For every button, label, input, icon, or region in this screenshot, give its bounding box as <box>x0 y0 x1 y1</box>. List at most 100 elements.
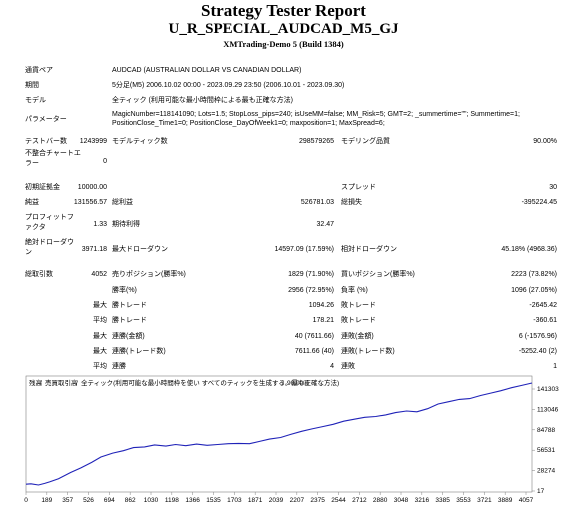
pf-label: プロフィットファクタ <box>25 214 74 231</box>
x-tick-label: 2712 <box>352 497 367 504</box>
avg-consec-wins-label: 連勝 <box>112 363 126 370</box>
long-value: 2223 (73.82%) <box>511 271 557 278</box>
legend-sep-2: / <box>76 380 78 387</box>
x-tick-label: 357 <box>62 497 73 504</box>
report-title: Strategy Tester Report <box>201 1 366 20</box>
x-tick-label: 3721 <box>477 497 492 504</box>
avg-win-value: 178.21 <box>312 317 334 324</box>
avg-consec-wins-value: 4 <box>330 363 334 370</box>
reldd-value: 45.18% (4968.36) <box>501 246 557 253</box>
x-tick-label: 2039 <box>269 497 284 504</box>
avg-label: 平均 <box>93 317 107 324</box>
grossprofit-label: 総利益 <box>112 199 133 206</box>
short-label: 売りポジション(勝率%) <box>112 271 186 278</box>
trades-label: 総取引数 <box>25 271 53 278</box>
consec-wins-money-label: 連勝(金額) <box>112 333 145 340</box>
x-tick-label: 189 <box>41 497 52 504</box>
short-value: 1829 (71.90%) <box>288 271 334 278</box>
quality-label: モデリング品質 <box>341 138 390 145</box>
reldd-label: 相対ドローダウン <box>341 246 397 253</box>
x-axis-ticks: 0 189 357 526 694 862 1030 1198 1366 1535 1703 1871… <box>24 492 534 504</box>
lossrate-value: 1096 (27.05%) <box>511 287 557 294</box>
x-tick-label: 3553 <box>456 497 471 504</box>
trades-value: 4052 <box>91 271 107 278</box>
consec-wins-money-value: 40 (7611.66) <box>294 333 334 340</box>
quality-value: 90.00% <box>533 138 557 145</box>
long-label: 買いポジション(勝率%) <box>341 271 415 278</box>
plot-area <box>25 375 533 493</box>
x-tick-label: 1198 <box>165 497 179 504</box>
absdd-label: 絶対ドローダウン <box>25 239 74 256</box>
deposit-value: 10000.00 <box>77 184 107 191</box>
balance-line <box>25 382 533 486</box>
absdd-value: 3971.18 <box>81 246 107 253</box>
x-tick-label: 3889 <box>498 497 513 504</box>
mismatch-label: 不整合チャートエラー <box>25 150 81 167</box>
avg-consec-losses-label: 連敗 <box>341 363 355 370</box>
consec-losses-money-value: 6 (-1576.96) <box>518 333 557 340</box>
params-label: パラメーター <box>25 116 67 123</box>
x-tick-label: 3048 <box>394 497 409 504</box>
largest-win-label: 勝トレード <box>112 302 147 309</box>
avg-win-label: 勝トレード <box>112 317 147 324</box>
x-tick-label: 0 <box>24 497 28 504</box>
period-value: 5分足(M5) 2006.10.02 00:00 - 2023.09.29 23… <box>112 82 345 89</box>
avg-loss-value: -360.61 <box>533 317 557 324</box>
x-tick-label: 3216 <box>415 497 430 504</box>
pf-value: 1.33 <box>93 221 107 228</box>
y-tick-label: 84788 <box>537 427 555 434</box>
maxdd-label: 最大ドローダウン <box>112 246 168 253</box>
y-axis-ticks: 141303 113046 84788 56531 28274 17 <box>532 386 559 495</box>
deposit-label: 初期証拠金 <box>25 184 60 191</box>
x-tick-label: 4057 <box>519 497 534 504</box>
x-tick-label: 1366 <box>185 497 200 504</box>
legend-balance: 残高 <box>29 378 43 387</box>
avg-label-2: 平均 <box>93 363 107 370</box>
balance-chart: 残高 / 売買取引高 / 全ティック(利用可能な最小時間枠を使い すべてのティッ… <box>24 375 559 504</box>
mismatch-value: 0 <box>103 158 107 165</box>
largest-win-value: 1094.26 <box>308 302 334 309</box>
y-tick-label: 113046 <box>537 406 559 413</box>
consec-wins-trades-value: 7611.66 (40) <box>294 348 334 355</box>
symbol-value: AUDCAD (AUSTRALIAN DOLLAR VS CANADIAN DO… <box>112 67 302 74</box>
y-tick-label: 56531 <box>537 447 555 454</box>
winrate-value: 2956 (72.95%) <box>288 287 334 294</box>
y-tick-label: 17 <box>537 488 545 495</box>
legend-sep-3: / <box>282 380 284 387</box>
spread-label: スプレッド <box>341 184 376 191</box>
max-label-3: 最大 <box>93 348 107 355</box>
symbol-label: 通貨ペア <box>25 67 53 74</box>
ea-name: U_R_SPECIAL_AUDCAD_M5_GJ <box>168 21 399 37</box>
x-tick-label: 2880 <box>373 497 388 504</box>
model-value: 全ティック (利用可能な最小時間枠による最も正確な方法) <box>112 97 293 104</box>
server-name: XMTrading-Demo 5 (Build 1384) <box>223 39 344 49</box>
x-tick-label: 526 <box>83 497 94 504</box>
spread-value: 30 <box>549 184 557 191</box>
lossrate-label: 負率 (%) <box>341 287 368 294</box>
ticks-value: 298579265 <box>298 138 334 145</box>
x-tick-label: 2207 <box>290 497 305 504</box>
x-tick-label: 2544 <box>331 497 346 504</box>
expected-value: 32.47 <box>316 221 334 228</box>
legend-model: 全ティック(利用可能な最小時間枠を使い すべてのティックを生成する。最も正確な方… <box>81 378 339 387</box>
legend-sep-1: / <box>40 380 42 387</box>
max-label-2: 最大 <box>93 333 107 340</box>
x-tick-label: 1535 <box>206 497 221 504</box>
avg-loss-label: 敗トレード <box>341 317 376 324</box>
x-tick-label: 1030 <box>144 497 159 504</box>
x-tick-label: 862 <box>125 497 136 504</box>
period-label: 期間 <box>25 82 39 89</box>
x-tick-label: 1703 <box>227 497 242 504</box>
x-tick-label: 1871 <box>248 497 263 504</box>
y-tick-label: 141303 <box>537 386 559 393</box>
x-tick-label: 694 <box>104 497 115 504</box>
x-tick-label: 2375 <box>310 497 325 504</box>
y-tick-label: 28274 <box>537 468 555 475</box>
largest-loss-value: -2645.42 <box>529 302 557 309</box>
grossprofit-value: 526781.03 <box>300 199 334 206</box>
bars-label: テストバー数 <box>25 138 67 145</box>
consec-losses-money-label: 連敗(金額) <box>341 333 374 340</box>
winrate-label: 勝率(%) <box>112 287 137 294</box>
consec-losses-trades-label: 連敗(トレード数) <box>341 348 395 355</box>
legend-lots: 売買取引高 <box>45 378 78 387</box>
